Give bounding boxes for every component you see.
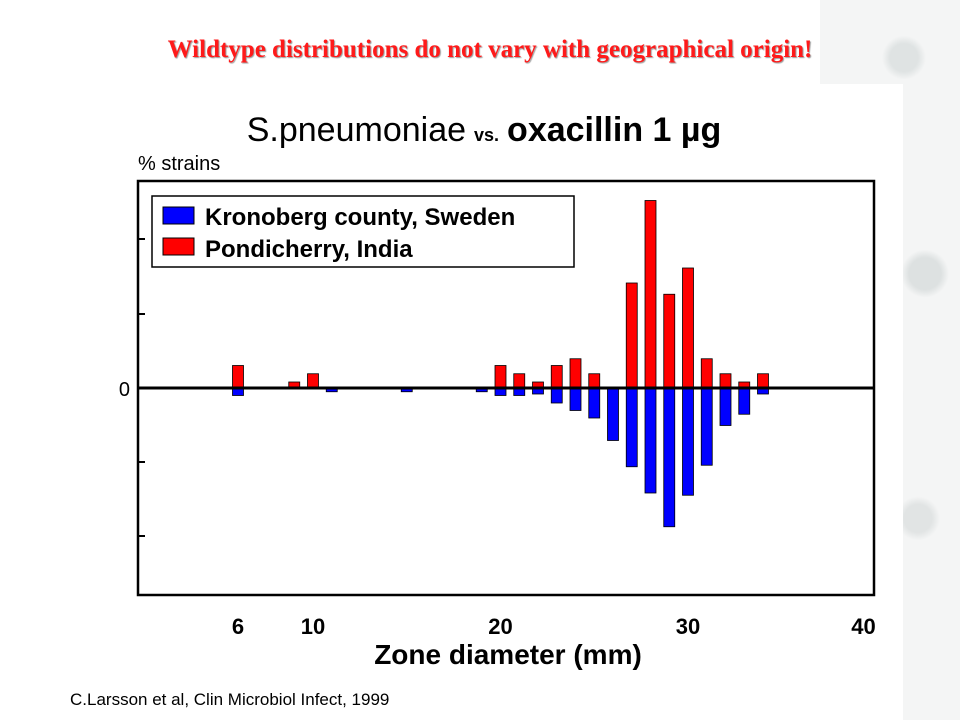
legend-label-pondicherry: Pondicherry, India: [205, 236, 413, 263]
bar-pondicherry-23: [550, 365, 563, 389]
legend-swatch-pondicherry: [162, 237, 195, 256]
x-tick-label-30: 30: [676, 614, 700, 639]
bar-pondicherry-24: [569, 358, 582, 389]
bar-pondicherry-34: [757, 373, 769, 389]
bar-kronoberg-28: [644, 387, 657, 494]
bar-pondicherry-27: [625, 282, 638, 389]
bar-kronoberg-31: [700, 387, 713, 466]
bar-pondicherry-31: [700, 358, 713, 389]
bar-kronoberg-24: [569, 387, 582, 411]
legend: Kronoberg county, Sweden Pondicherry, In…: [151, 195, 575, 268]
bar-pondicherry-30: [682, 267, 694, 389]
x-tick-labels: 6 10 20 30 40: [232, 614, 876, 639]
bar-kronoberg-30: [682, 387, 694, 496]
citation: C.Larsson et al, Clin Microbiol Infect, …: [70, 690, 389, 709]
bar-kronoberg-25: [588, 387, 601, 419]
bar-kronoberg-26: [607, 387, 619, 441]
slide-title: Wildtype distributions do not vary with …: [167, 36, 813, 63]
x-tick-label-6: 6: [232, 614, 244, 639]
bar-pondicherry-20: [494, 365, 507, 389]
legend-label-kronoberg: Kronoberg county, Sweden: [205, 204, 515, 231]
x-tick-label-10: 10: [301, 614, 325, 639]
bar-pondicherry-29: [663, 293, 676, 389]
y-tick-label-0: 0: [119, 379, 130, 401]
bar-pondicherry-25: [588, 373, 601, 389]
chart-panel: [64, 84, 903, 720]
x-axis-label: Zone diameter (mm): [374, 639, 642, 670]
chart-title: S.pneumoniae vs. oxacillin 1 µg: [247, 111, 722, 149]
bar-kronoberg-23: [550, 387, 563, 404]
bar-pondicherry-6: [232, 365, 244, 389]
bar-pondicherry-21: [513, 373, 526, 389]
chart-title-vs: vs.: [474, 125, 499, 145]
bar-kronoberg-27: [625, 387, 638, 468]
bar-kronoberg-33: [738, 387, 751, 415]
bar-pondicherry-10: [307, 373, 319, 389]
legend-box: [151, 195, 575, 268]
y-axis-label: % strains: [138, 153, 220, 175]
bar-pondicherry-28: [644, 200, 657, 389]
chart-title-drug: oxacillin 1 µg: [507, 111, 721, 149]
x-tick-label-20: 20: [488, 614, 512, 639]
chart-title-organism: S.pneumoniae: [247, 111, 466, 149]
x-tick-label-40: 40: [851, 614, 875, 639]
legend-swatch-kronoberg: [162, 206, 195, 225]
bar-pondicherry-32: [719, 373, 732, 389]
bar-kronoberg-32: [719, 387, 732, 426]
bar-kronoberg-29: [663, 387, 676, 528]
y-ticks-group: [138, 238, 145, 537]
